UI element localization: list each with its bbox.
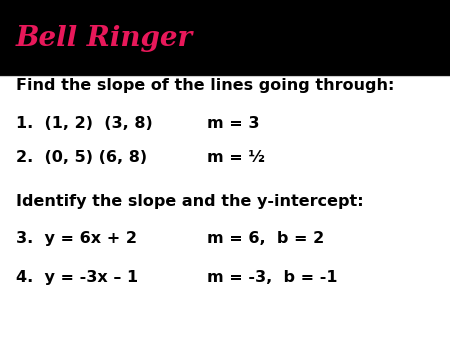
Text: 3.  y = 6x + 2: 3. y = 6x + 2	[16, 231, 137, 246]
Text: m = 6,  b = 2: m = 6, b = 2	[207, 231, 324, 246]
Text: 2.  (0, 5) (6, 8): 2. (0, 5) (6, 8)	[16, 150, 147, 165]
Text: Find the slope of the lines going through:: Find the slope of the lines going throug…	[16, 78, 394, 93]
Text: m = 3: m = 3	[207, 116, 260, 131]
Text: m = ½: m = ½	[207, 150, 265, 165]
Text: 1.  (1, 2)  (3, 8): 1. (1, 2) (3, 8)	[16, 116, 153, 131]
Text: Bell Ringer: Bell Ringer	[16, 25, 193, 52]
Text: 4.  y = -3x – 1: 4. y = -3x – 1	[16, 270, 138, 285]
Bar	[0, 0, 450, 76]
Text: Identify the slope and the y-intercept:: Identify the slope and the y-intercept:	[16, 194, 364, 209]
Text: m = -3,  b = -1: m = -3, b = -1	[207, 270, 338, 285]
